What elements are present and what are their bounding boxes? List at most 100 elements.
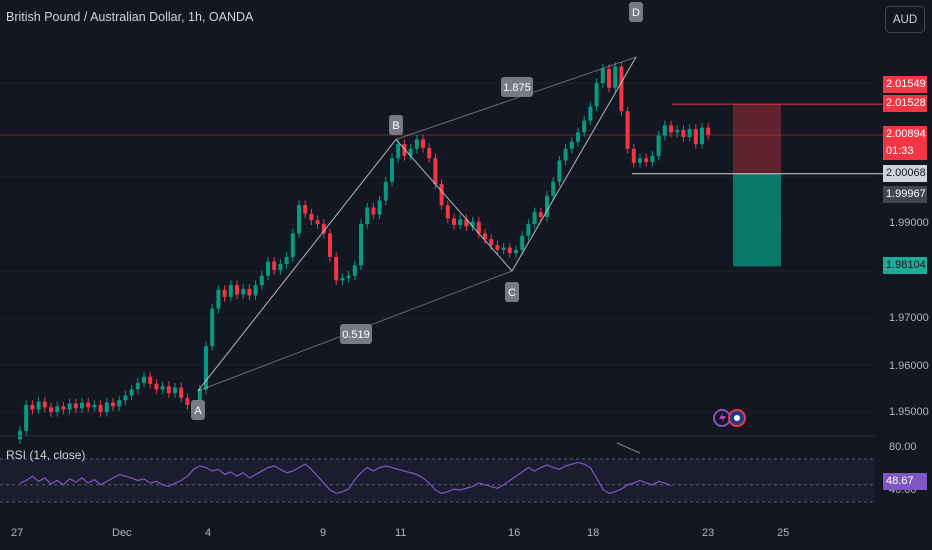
candle-body bbox=[520, 235, 525, 250]
ratio-box bbox=[501, 77, 533, 97]
candle-body bbox=[129, 389, 134, 396]
candle-body bbox=[179, 387, 184, 398]
chart-event-icons bbox=[713, 409, 746, 427]
candle-body bbox=[644, 158, 649, 162]
rsi-pane bbox=[0, 442, 875, 503]
candle-body bbox=[631, 148, 636, 163]
candle-body bbox=[656, 135, 661, 156]
candle-body bbox=[501, 247, 506, 250]
pattern-point-box bbox=[629, 2, 643, 22]
candle-body bbox=[216, 289, 221, 309]
candle-body bbox=[278, 263, 283, 271]
candle-body bbox=[290, 233, 295, 257]
candle-body bbox=[551, 181, 556, 196]
candle-body bbox=[67, 403, 72, 410]
rsi-band bbox=[0, 459, 875, 502]
candle-body bbox=[142, 376, 146, 383]
candle-body bbox=[545, 195, 549, 217]
candle-body bbox=[266, 261, 270, 276]
candle-body bbox=[49, 407, 53, 412]
candle-body bbox=[210, 308, 215, 347]
abcd-pattern: A B C D 0.519 1.875 bbox=[191, 2, 643, 420]
time-axis-label: 23 bbox=[702, 527, 715, 539]
ratio-line-bd bbox=[395, 56, 637, 140]
candle-body bbox=[377, 200, 382, 215]
crosshair-price-badge: 1.99967 bbox=[883, 186, 927, 203]
candle-body bbox=[340, 278, 345, 281]
candle-body bbox=[613, 66, 618, 88]
candle-body bbox=[166, 386, 171, 394]
candle-body bbox=[538, 212, 543, 217]
candle-body bbox=[55, 406, 60, 412]
pattern-point-label: C bbox=[508, 287, 516, 299]
candle-body bbox=[104, 402, 109, 412]
candle-body bbox=[681, 130, 686, 138]
candle-body bbox=[526, 224, 531, 236]
candle-body bbox=[92, 404, 97, 408]
time-axis-label: 9 bbox=[320, 527, 327, 539]
candle-body bbox=[396, 144, 401, 159]
ratio-label: 1.875 bbox=[503, 82, 531, 94]
stop-price-badge: 2.01549 bbox=[883, 76, 927, 93]
candle-body bbox=[700, 127, 704, 145]
time-axis-label: 27 bbox=[11, 527, 24, 539]
candle-body bbox=[669, 125, 673, 133]
last-price-badge: 2.00894 bbox=[883, 126, 927, 143]
candle-body bbox=[662, 125, 667, 136]
time-axis-label: 18 bbox=[587, 527, 600, 539]
candle-body bbox=[309, 213, 314, 221]
candle-body bbox=[204, 346, 208, 390]
candle-body bbox=[173, 387, 177, 394]
candle-body bbox=[222, 289, 227, 297]
candle-body bbox=[272, 261, 277, 271]
candle-body bbox=[476, 221, 481, 234]
candle-body bbox=[135, 382, 140, 390]
candle-body bbox=[557, 160, 562, 182]
short-position-tool bbox=[733, 104, 781, 267]
candle-body bbox=[42, 401, 47, 408]
candle-body bbox=[253, 285, 258, 296]
candle-body bbox=[359, 224, 363, 266]
candle-body bbox=[600, 68, 605, 83]
candle-body bbox=[693, 129, 698, 145]
candle-body bbox=[334, 256, 339, 281]
candle-body bbox=[421, 139, 425, 148]
rsi-indicator-label[interactable]: RSI (14, close) bbox=[6, 448, 86, 462]
time-axis-label: 25 bbox=[777, 527, 790, 539]
time-axis-label: Dec bbox=[112, 527, 132, 539]
candlestick-series bbox=[18, 61, 711, 444]
candle-body bbox=[427, 147, 432, 159]
price-axis-label: 1.95000 bbox=[889, 406, 929, 418]
lightning-bolt bbox=[719, 412, 726, 424]
time-axis-label: 11 bbox=[395, 527, 407, 539]
candle-body bbox=[154, 383, 159, 390]
candle-body bbox=[576, 132, 580, 142]
candle-body bbox=[61, 406, 66, 410]
candle-body bbox=[439, 184, 444, 206]
candle-body bbox=[414, 139, 419, 149]
candle-body bbox=[18, 430, 22, 440]
candle-body bbox=[495, 245, 500, 250]
candle-body bbox=[111, 402, 115, 407]
candle-body bbox=[514, 249, 518, 254]
time-axis-label: 4 bbox=[205, 527, 212, 539]
candle-body bbox=[235, 285, 239, 295]
currency-button[interactable]: AUD bbox=[885, 6, 925, 33]
candle-body bbox=[383, 181, 388, 201]
chart-title: British Pound / Australian Dollar, 1h, O… bbox=[6, 10, 254, 24]
candle-body bbox=[315, 220, 320, 224]
ratio-box bbox=[340, 324, 372, 344]
candle-body bbox=[228, 285, 233, 297]
candle-body bbox=[638, 158, 642, 163]
candle-body bbox=[706, 127, 711, 135]
candle-body bbox=[445, 205, 450, 219]
candle-body bbox=[365, 207, 370, 224]
pattern-point-label: D bbox=[632, 7, 640, 19]
candle-body bbox=[284, 256, 289, 264]
candle-body bbox=[73, 403, 78, 409]
entry-price-badge: 2.00068 bbox=[883, 165, 927, 182]
stop-zone bbox=[733, 104, 781, 174]
rsi-divergence-line bbox=[616, 442, 641, 454]
candle-body bbox=[483, 233, 487, 240]
